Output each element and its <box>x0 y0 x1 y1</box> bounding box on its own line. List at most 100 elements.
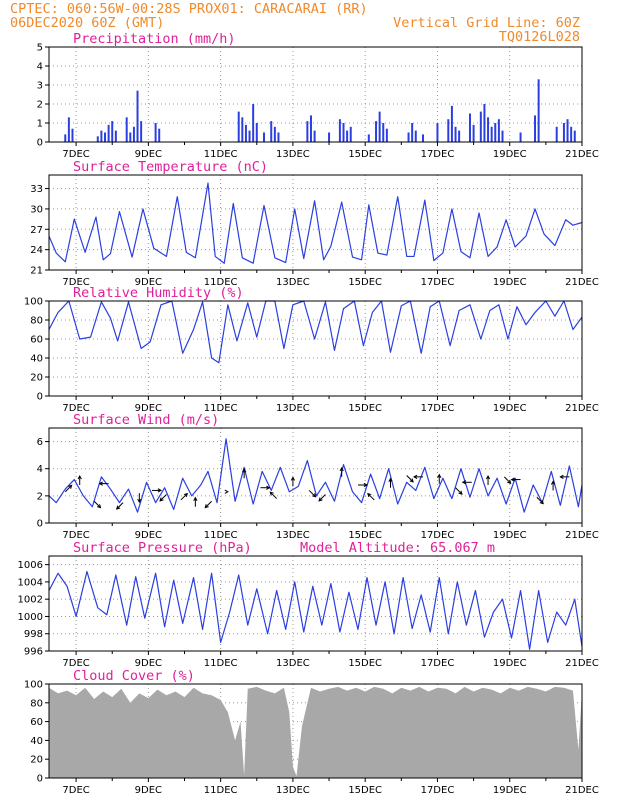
wind-arrow-shaft <box>116 502 124 510</box>
precip-bar <box>422 134 424 142</box>
wind-xtick-label: 7DEC <box>62 530 89 541</box>
precip-bar <box>104 132 107 142</box>
pressure-xtick-label: 19DEC <box>493 658 527 669</box>
wind-arrow-head <box>507 479 512 484</box>
precip-xtick-label: 13DEC <box>276 149 310 160</box>
precip-bar <box>64 134 67 142</box>
wind-wind-arrow <box>550 480 556 491</box>
precip-bar <box>407 132 410 142</box>
rh-xtick-label: 17DEC <box>421 403 455 414</box>
wind-wind-arrow <box>308 490 317 498</box>
precip-bar <box>277 132 280 142</box>
panel-precip: Precipitation (mm/h)7DEC 9DEC 11DEC 13DEC 15… <box>37 31 599 160</box>
rh-frame <box>48 300 583 397</box>
wind-wind-arrow <box>180 492 188 501</box>
temp-ytick-label: 30 <box>30 204 43 215</box>
temp-xtick-label: 17DEC <box>421 277 455 288</box>
header-grid-note: Vertical Grid Line: 60Z <box>393 15 580 31</box>
precip-bar <box>382 123 385 142</box>
precip-xtick-label: 21DEC <box>565 149 599 160</box>
wind-wind-arrow <box>290 476 296 487</box>
wind-wind-arrow <box>159 494 167 502</box>
pressure-xtick-label: 7DEC <box>62 658 89 669</box>
cloud-xtick-label: 21DEC <box>565 785 599 796</box>
wind-wind-arrow <box>224 489 229 494</box>
wind-arrow-shaft <box>204 500 212 509</box>
pressure-xtick-label: 9DEC <box>135 658 162 669</box>
precip-xtick-label: 17DEC <box>421 149 455 160</box>
wind-arrow-head <box>68 484 73 489</box>
rh-xtick-label: 11DEC <box>204 403 238 414</box>
precip-ytick-label: 3 <box>37 81 43 92</box>
panel-cloud: Cloud Cover (%) 7DEC 9DEC 11DEC 13DEC 15DEC 17… <box>24 668 599 796</box>
wind-xtick-label: 9DEC <box>135 530 162 541</box>
precip-frame <box>48 46 583 143</box>
header-model-id: TQ0126L028 <box>499 29 580 45</box>
wind-wind-arrow <box>412 474 424 479</box>
wind-arrow-head <box>98 481 103 486</box>
wind-wind-arrow <box>260 485 271 490</box>
precip-bar <box>501 130 504 142</box>
precip-bar <box>411 123 414 142</box>
precip-xtick-label: 19DEC <box>493 149 527 160</box>
precip-bar <box>255 123 258 142</box>
precip-bar <box>100 130 103 142</box>
precip-bar <box>270 121 273 142</box>
precip-bar <box>570 126 573 142</box>
wind-arrow-head <box>159 497 164 502</box>
wind-arrow-head <box>485 474 491 480</box>
wind-arrow-shaft <box>536 496 544 504</box>
precip-bar <box>237 111 240 142</box>
wind-wind-arrow <box>559 474 570 479</box>
wind-wind-arrow <box>503 476 512 484</box>
pressure-ytick-label: 1002 <box>18 595 43 606</box>
temp-xtick-label: 9DEC <box>135 277 162 288</box>
wind-arrow-head <box>193 496 198 502</box>
precip-bar <box>375 121 378 142</box>
precip-bar <box>490 126 493 142</box>
rh-xtick-label: 9DEC <box>135 403 162 414</box>
precip-bar <box>114 130 117 142</box>
precip-bar <box>447 119 450 142</box>
precip-bar <box>537 79 540 142</box>
precip-bar <box>479 111 482 142</box>
precip-bar <box>468 113 471 142</box>
wind-frame <box>48 427 583 524</box>
temp-title: Surface Temperature (nC) <box>73 159 268 175</box>
wind-wind-arrow <box>193 496 198 507</box>
precip-bar <box>111 121 114 142</box>
temp-xtick-label: 19DEC <box>493 277 527 288</box>
wind-wind-arrow <box>269 491 278 499</box>
pressure-xtick-label: 17DEC <box>421 658 455 669</box>
cloud-xtick-label: 15DEC <box>348 785 382 796</box>
wind-wind-arrow <box>77 474 82 485</box>
wind-arrow-head <box>388 477 393 483</box>
wind-arrow-head <box>409 478 414 483</box>
pressure-frame <box>48 555 583 652</box>
wind-series-line <box>48 438 583 513</box>
wind-wind-arrow <box>64 484 73 493</box>
cloud-xtick-label: 11DEC <box>204 785 238 796</box>
precip-bar <box>129 132 132 142</box>
wind-wind-arrow <box>367 492 375 501</box>
precip-bar <box>107 124 110 142</box>
precip-bar <box>367 134 370 142</box>
wind-arrow-shaft <box>180 493 188 501</box>
precip-ytick-label: 1 <box>37 119 43 130</box>
temp-xtick-label: 11DEC <box>204 277 238 288</box>
precip-bar <box>454 126 457 142</box>
precip-bar <box>349 126 352 142</box>
cloud-xtick-label: 9DEC <box>135 785 162 796</box>
precip-bar <box>346 130 349 142</box>
wind-xtick-label: 21DEC <box>565 530 599 541</box>
precip-bar <box>132 126 135 142</box>
wind-wind-arrow <box>204 500 212 509</box>
precip-bar <box>342 123 345 142</box>
wind-arrow-head <box>224 489 229 494</box>
temp-ytick-label: 33 <box>30 184 43 195</box>
wind-arrow-shaft <box>308 490 316 498</box>
precip-bar <box>519 132 522 142</box>
wind-wind-arrow <box>536 496 544 505</box>
wind-arrow-head <box>363 482 369 488</box>
wind-wind-arrow <box>485 474 491 485</box>
